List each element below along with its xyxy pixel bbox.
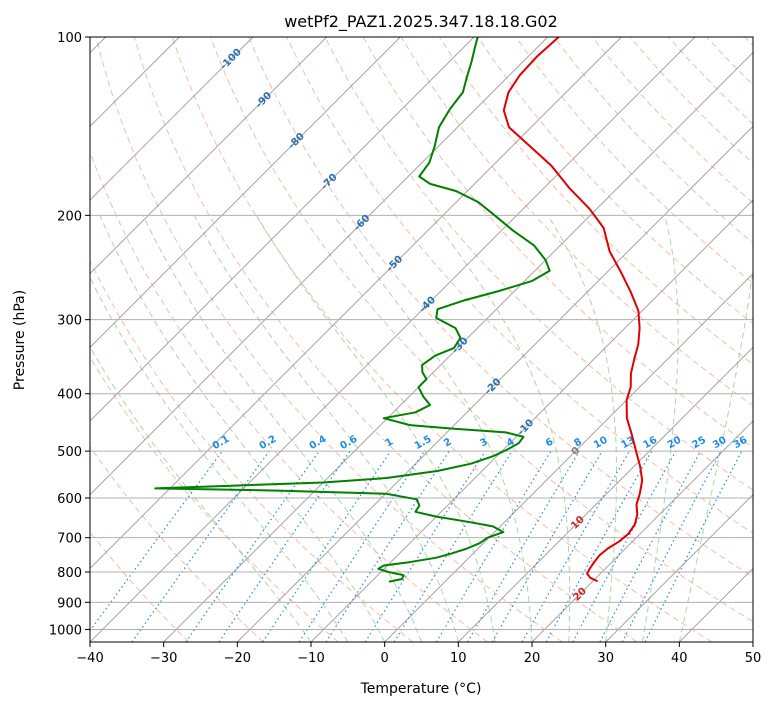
x-tick-label: 0 xyxy=(381,651,389,666)
x-tick-label: 50 xyxy=(745,651,762,666)
y-tick-label: 600 xyxy=(57,492,82,507)
y-tick-label: 1000 xyxy=(49,623,82,638)
x-tick-label: −20 xyxy=(224,651,251,666)
y-tick-label: 400 xyxy=(57,388,82,403)
y-tick-label: 700 xyxy=(57,532,82,547)
x-tick-label: 40 xyxy=(671,651,688,666)
y-tick-label: 900 xyxy=(57,596,82,611)
x-tick-label: 10 xyxy=(450,651,467,666)
y-tick-label: 800 xyxy=(57,566,82,581)
x-tick-label: 20 xyxy=(524,651,541,666)
y-tick-label: 300 xyxy=(57,314,82,329)
y-axis-label: Pressure (hPa) xyxy=(12,290,28,390)
y-tick-label: 500 xyxy=(57,445,82,460)
x-tick-label: −10 xyxy=(297,651,324,666)
x-tick-label: 30 xyxy=(597,651,614,666)
y-tick-label: 200 xyxy=(57,209,82,224)
x-tick-label: −40 xyxy=(76,651,103,666)
x-axis-label: Temperature (°C) xyxy=(360,681,482,697)
chart-title: wetPf2_PAZ1.2025.347.18.18.G02 xyxy=(284,12,558,32)
y-tick-label: 100 xyxy=(57,31,82,46)
x-tick-label: −30 xyxy=(150,651,177,666)
